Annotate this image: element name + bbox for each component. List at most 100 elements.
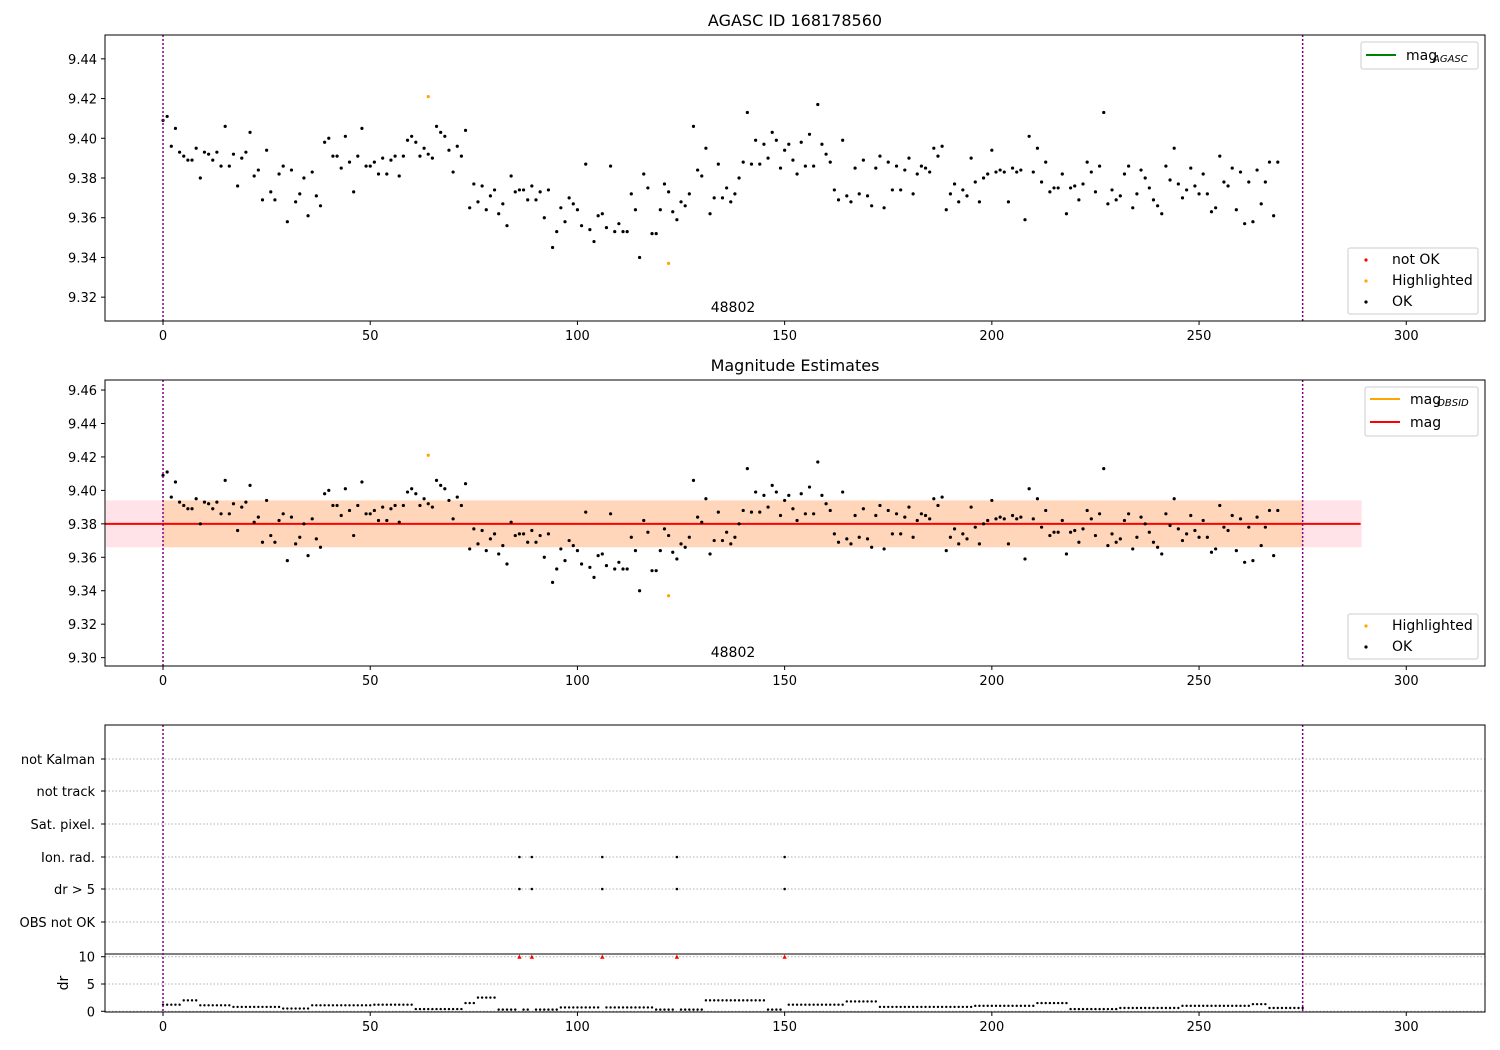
dr-point [526,1008,529,1011]
dr-point [737,999,741,1002]
ok-point [447,498,451,503]
ok-point [426,502,430,506]
ok-point [803,164,807,168]
dr-point [298,1007,301,1010]
ok-point [294,542,298,546]
dr-point [236,1005,239,1009]
ok-point [1164,164,1168,168]
ok-point [903,515,907,519]
ok-point [1214,206,1218,210]
dr-point [340,1004,343,1007]
y-tick-label: 9.32 [68,291,97,306]
ok-point [787,142,791,146]
ok-point [177,150,182,154]
ok-point [637,255,642,260]
dr-point [489,996,492,999]
dr-outlier-marker [517,954,522,959]
legend-2-ok-marker [1364,645,1368,649]
ok-point [894,164,899,168]
dr-point [630,1006,633,1009]
dr-point [493,996,496,999]
ok-point [1151,540,1156,544]
dr-point [961,1005,965,1009]
ok-point [476,200,480,204]
ok-point [302,522,306,526]
y-tick-label: 9.36 [68,551,97,566]
dr-point [1098,1007,1101,1011]
flag-label: dr > 5 [54,883,95,898]
ok-point [820,493,824,498]
ok-point [749,162,754,166]
y-tick-label: 9.38 [68,172,97,187]
dr-point [779,1008,782,1011]
x-tick-label: 200 [979,1020,1004,1035]
flag-point [530,887,534,891]
ok-point [472,527,476,531]
ok-point [1110,532,1114,536]
dr-point [916,1005,919,1009]
panel-2-title: Magnitude Estimates [711,356,880,375]
dr-point [331,1004,335,1007]
dr-point [663,1008,666,1011]
dr-point [476,996,480,999]
ok-point [571,543,575,548]
ok-point [812,164,816,168]
ok-point [1093,533,1098,538]
x-tick-label: 200 [979,329,1004,344]
dr-point [1243,1004,1246,1008]
ok-point [215,150,219,154]
dr-point [522,1008,525,1011]
ok-point [327,488,331,492]
dr-point [1143,1006,1147,1010]
ok-point [812,512,816,516]
ok-point [1205,192,1209,196]
ok-point [447,148,451,152]
ok-point [1052,186,1056,190]
dr-point [800,1003,803,1006]
dr-point [1231,1004,1234,1008]
dr-point [1164,1006,1168,1010]
ok-point [563,220,567,224]
ok-point [497,212,501,216]
ok-point [820,142,824,146]
ok-point [227,164,231,168]
ok-point [1031,517,1035,521]
ok-point [957,542,961,546]
ok-point [277,518,281,523]
dr-point [563,1006,567,1009]
ok-point [675,218,679,222]
ok-point [708,212,712,216]
ok-point [497,552,501,556]
ok-point [1010,166,1015,170]
ok-point [422,146,426,150]
dr-point [878,1005,882,1009]
ok-point [422,497,426,501]
ok-point [1035,497,1040,501]
ok-point [795,518,799,523]
ok-point [1272,554,1276,558]
legend-not-ok-marker [1364,258,1368,262]
ok-point [252,520,256,524]
ok-point [944,208,948,212]
ok-point [318,204,323,208]
ok-point [476,542,480,546]
ok-point [1180,538,1185,543]
ok-point [981,176,986,180]
ok-point [347,160,352,164]
ok-point [381,505,385,509]
ok-point [418,503,422,508]
dr-point [514,1008,517,1011]
ok-point [754,138,758,142]
dr-point [596,1006,600,1009]
ok-point [1251,220,1255,224]
flag-label: Sat. pixel. [31,818,95,833]
dr-point [1264,1002,1267,1006]
dr-point [841,1003,844,1006]
y-tick-label: 9.44 [68,53,97,68]
ok-point [1209,550,1214,554]
dr-point [1131,1006,1134,1010]
ok-point [579,224,584,228]
ok-point [451,170,455,174]
dr-point [315,1004,318,1007]
ok-point [368,512,372,516]
